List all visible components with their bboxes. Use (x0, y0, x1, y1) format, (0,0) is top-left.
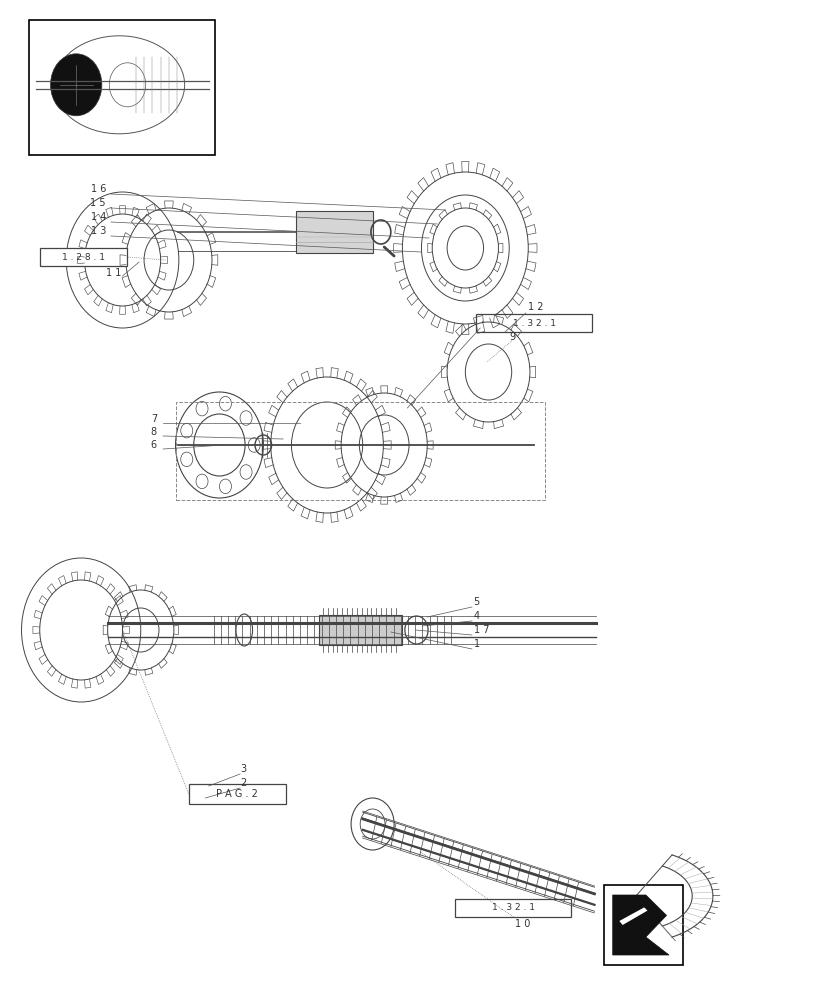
Text: 9: 9 (509, 332, 514, 342)
Bar (40, 248, 127, 266)
Text: 3: 3 (240, 764, 246, 774)
Text: P A G . 2: P A G . 2 (216, 789, 258, 799)
Text: 4: 4 (473, 611, 479, 621)
Bar (189, 784, 285, 804)
FancyBboxPatch shape (296, 211, 372, 253)
Text: 1 . 3 2 . 1: 1 . 3 2 . 1 (491, 904, 534, 912)
Text: 1 0: 1 0 (514, 919, 530, 929)
Bar (476, 314, 591, 332)
Text: 7: 7 (151, 414, 157, 424)
Text: 1 4: 1 4 (90, 212, 106, 222)
Text: 1 1: 1 1 (106, 268, 122, 278)
Text: 1 6: 1 6 (90, 184, 106, 194)
Polygon shape (619, 907, 647, 925)
Text: 1 7: 1 7 (473, 625, 489, 635)
Text: 8: 8 (151, 427, 156, 437)
Text: 1 5: 1 5 (90, 198, 106, 208)
Text: 2: 2 (240, 778, 246, 788)
FancyBboxPatch shape (318, 615, 401, 645)
Text: 1 2: 1 2 (528, 302, 543, 312)
Text: 5: 5 (473, 597, 480, 607)
Bar (29, 20, 215, 155)
Text: 1 . 2 8 . 1: 1 . 2 8 . 1 (62, 252, 104, 261)
Bar (604, 885, 682, 965)
Circle shape (50, 54, 102, 116)
Bar (176, 402, 544, 500)
Text: 1 3: 1 3 (90, 226, 106, 236)
Text: 1 . 3 2 . 1: 1 . 3 2 . 1 (512, 318, 555, 328)
Bar (455, 899, 571, 917)
Text: 6: 6 (151, 440, 156, 450)
Text: 1: 1 (473, 639, 479, 649)
Polygon shape (612, 895, 668, 955)
